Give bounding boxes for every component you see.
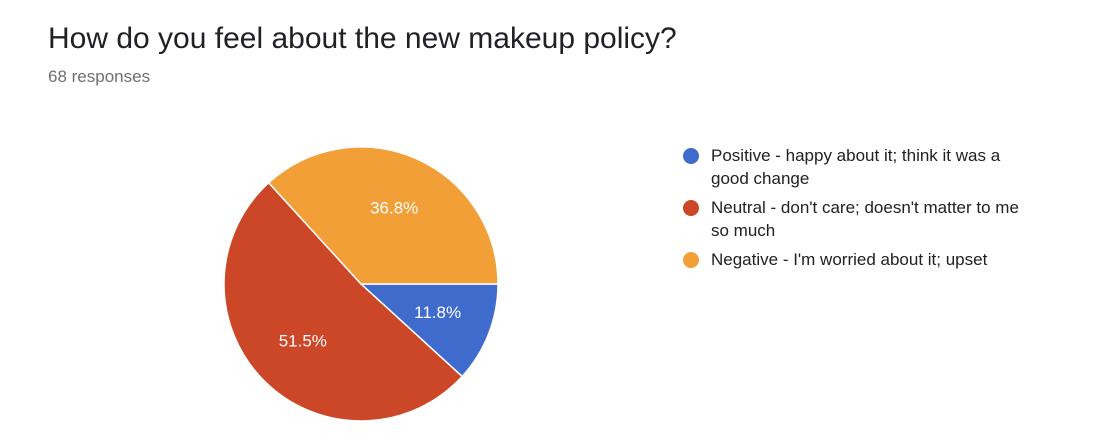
pie-slice-1 xyxy=(223,181,464,422)
pie-slice-0 xyxy=(359,283,499,378)
legend-swatch xyxy=(683,200,699,216)
legend-swatch xyxy=(683,148,699,164)
legend-item[interactable]: Neutral - don't care; doesn't matter to … xyxy=(683,196,1063,242)
legend-label: Neutral - don't care; doesn't matter to … xyxy=(711,198,1019,240)
slice-percent-label: 36.8% xyxy=(370,198,418,217)
chart-title: How do you feel about the new makeup pol… xyxy=(48,22,677,55)
legend-label: Negative - I'm worried about it; upset xyxy=(711,250,988,269)
legend-item[interactable]: Positive - happy about it; think it was … xyxy=(683,144,1063,190)
slice-percent-label: 11.8% xyxy=(414,303,461,322)
response-count: 68 responses xyxy=(48,67,151,86)
chart-legend: Positive - happy about it; think it was … xyxy=(683,144,1063,277)
legend-item[interactable]: Negative - I'm worried about it; upset xyxy=(683,248,1063,271)
legend-label: Positive - happy about it; think it was … xyxy=(711,146,1001,188)
pie-slice-2 xyxy=(267,146,499,285)
slice-percent-label: 51.5% xyxy=(279,332,327,351)
legend-swatch xyxy=(683,252,699,268)
